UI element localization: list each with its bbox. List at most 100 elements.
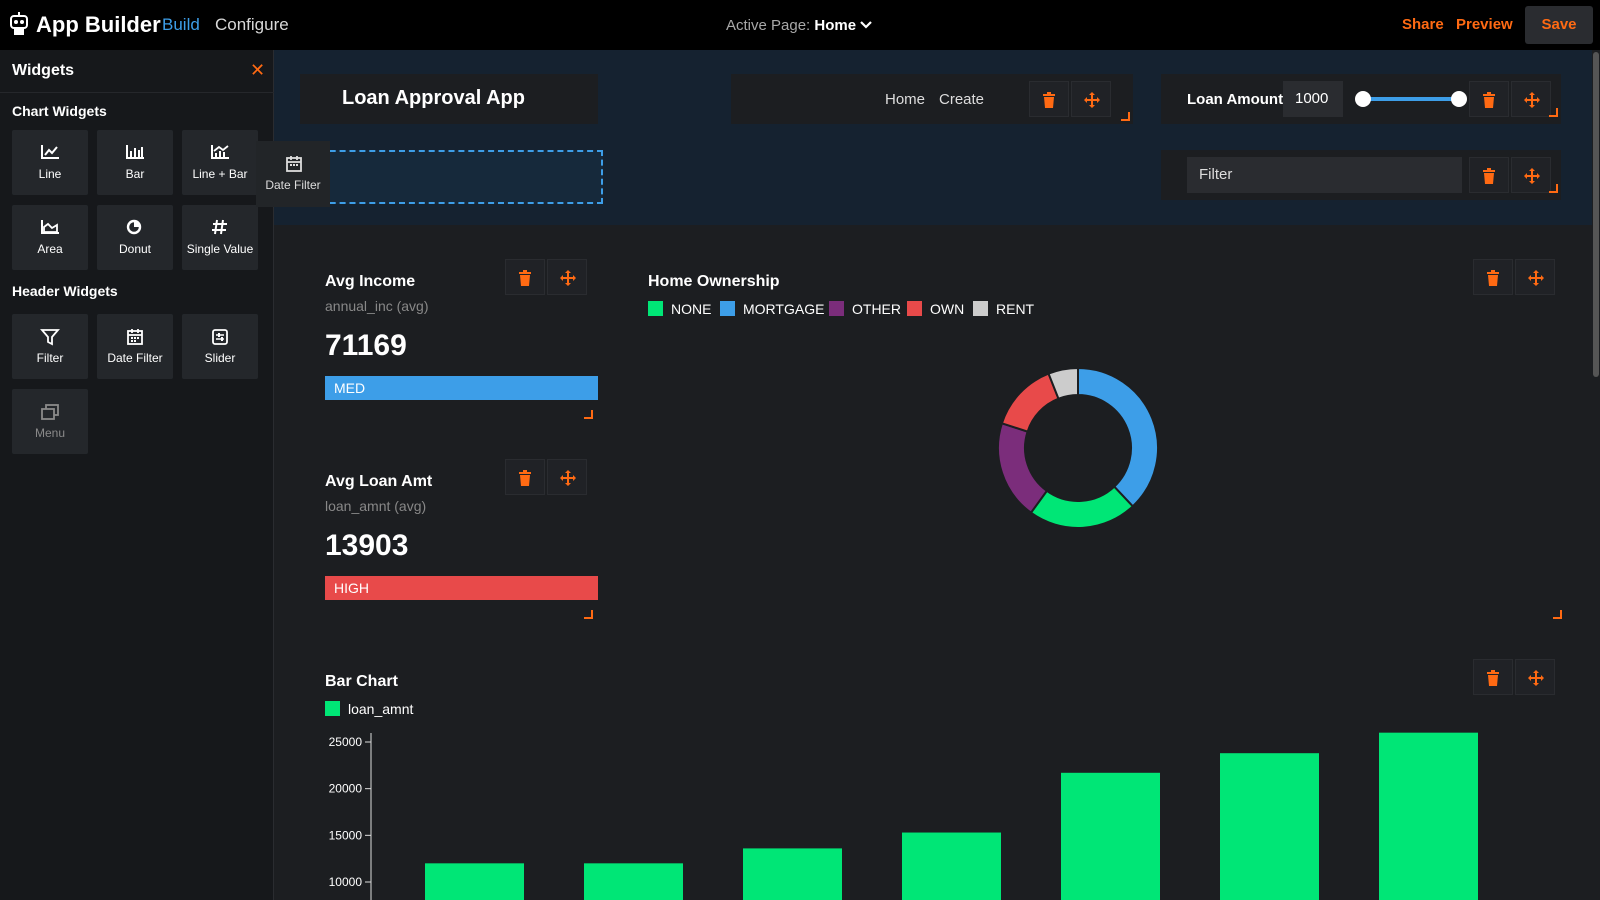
legend-item[interactable]: loan_amnt [325,701,413,717]
legend-item[interactable]: MORTGAGE [720,301,824,317]
home-ownership-card: Home Ownership NONE MORTGAGE OTHER OWN R… [623,251,1567,625]
bar-7[interactable] [1379,732,1478,900]
move-button[interactable] [1515,259,1555,295]
slider-track[interactable] [1363,97,1459,101]
resize-handle-icon[interactable] [1553,610,1563,620]
widget-line[interactable]: Line [12,130,88,195]
delete-button[interactable] [505,259,545,295]
resize-handle-icon[interactable] [1549,108,1559,118]
header-widgets-heading: Header Widgets [12,283,118,299]
drop-zone[interactable] [300,150,603,204]
delete-button[interactable] [505,459,545,495]
widget-filter[interactable]: Filter [12,314,88,379]
legend-item[interactable]: OTHER [829,301,901,317]
app-name-widget[interactable]: Loan Approval App [300,74,598,124]
move-button[interactable] [1511,157,1551,193]
resize-handle-icon[interactable] [1549,184,1559,194]
delete-button[interactable] [1469,157,1509,193]
widget-label: Bar [125,167,145,181]
donut-slice-rent[interactable] [1047,366,1079,401]
trash-icon [1483,92,1495,108]
widget-donut[interactable]: Donut [97,205,173,270]
move-button[interactable] [547,459,587,495]
save-button[interactable]: Save [1525,6,1593,44]
share-button[interactable]: Share [1402,16,1444,33]
widget-label: Slider [204,351,236,365]
dragging-widget-date-filter[interactable]: Date Filter [256,141,330,207]
bar-4[interactable] [902,832,1001,900]
bar-chart: 25000 20000 15000 10000 [329,732,1478,900]
card-subtitle: annual_inc (avg) [325,298,429,314]
donut-chart [997,366,1159,529]
widget-label: Line [38,167,62,181]
nav-configure-tab[interactable]: Configure [215,15,289,34]
app-name: Loan Approval App [342,87,525,109]
menu-item-create[interactable]: Create [939,91,985,108]
nav-build-tab[interactable]: Build [162,15,200,34]
legend-label: loan_amnt [348,701,414,717]
resize-handle-icon[interactable] [584,610,594,620]
menu-window-icon [41,404,59,420]
card-subtitle: loan_amnt (avg) [325,498,427,514]
move-button[interactable] [1511,81,1551,117]
preview-button[interactable]: Preview [1456,16,1513,33]
app-title: App Builder [36,12,161,37]
line-bar-chart-icon [211,145,229,159]
trash-icon [1487,270,1499,286]
widget-single-value[interactable]: Single Value [182,205,258,270]
delete-button[interactable] [1473,659,1513,695]
resize-handle-icon[interactable] [584,410,594,420]
bar-1[interactable] [425,863,524,900]
bar-2[interactable] [584,863,683,900]
delete-button[interactable] [1469,81,1509,117]
bar-3[interactable] [743,848,842,900]
widget-label: Filter [36,351,64,365]
move-button[interactable] [1515,659,1555,695]
slider-max-handle[interactable] [1451,91,1467,107]
y-tick-label: 15000 [329,828,363,842]
widget-line-bar[interactable]: Line + Bar [182,130,258,195]
trash-icon [1043,92,1055,108]
scrollbar-track[interactable] [1592,50,1600,900]
card-value: 13903 [325,529,409,562]
resize-handle-icon[interactable] [1121,112,1131,122]
close-icon[interactable]: ✕ [250,60,266,80]
bar-5[interactable] [1061,772,1160,900]
donut-slice-mortgage[interactable] [1077,366,1159,508]
scrollbar-thumb[interactable] [1593,52,1599,377]
active-page-selector[interactable]: Active Page: Home [726,17,873,34]
dragging-widget-label: Date Filter [265,178,321,192]
bar-6[interactable] [1220,753,1319,900]
trash-icon [1483,168,1495,184]
card-title: Home Ownership [648,273,780,290]
active-page-label: Active Page: [726,17,811,34]
bar-chart-icon [126,145,144,159]
widget-slider[interactable]: Slider [182,314,258,379]
widget-bar[interactable]: Bar [97,130,173,195]
slider-min-handle[interactable] [1355,91,1371,107]
move-button[interactable] [547,259,587,295]
status-badge: MED [325,376,598,400]
bar-chart-card: Bar Chart loan_amnt 25000 20000 15000 10000 [300,651,1567,900]
line-chart-icon [41,145,59,159]
widget-date-filter[interactable]: Date Filter [97,314,173,379]
legend-item[interactable]: RENT [973,301,1034,317]
delete-button[interactable] [1473,259,1513,295]
menu-item-home[interactable]: Home [885,91,926,108]
legend-label: OTHER [852,301,901,317]
filter-input[interactable]: Filter [1187,157,1462,193]
move-button[interactable] [1071,81,1111,117]
slider-value-input[interactable]: 1000 [1283,81,1343,117]
active-page-value: Home [814,17,857,34]
legend-item[interactable]: NONE [648,301,711,317]
widget-area[interactable]: Area [12,205,88,270]
widget-label: Line + Bar [192,167,248,181]
robot-logo-icon [10,12,28,35]
legend-item[interactable]: OWN [907,301,964,317]
donut-slice-other[interactable] [997,422,1049,515]
move-arrows-icon [1528,270,1544,286]
widget-menu[interactable]: Menu [12,389,88,454]
move-arrows-icon [560,270,576,286]
delete-button[interactable] [1029,81,1069,117]
donut-slice-own[interactable] [1000,372,1060,433]
